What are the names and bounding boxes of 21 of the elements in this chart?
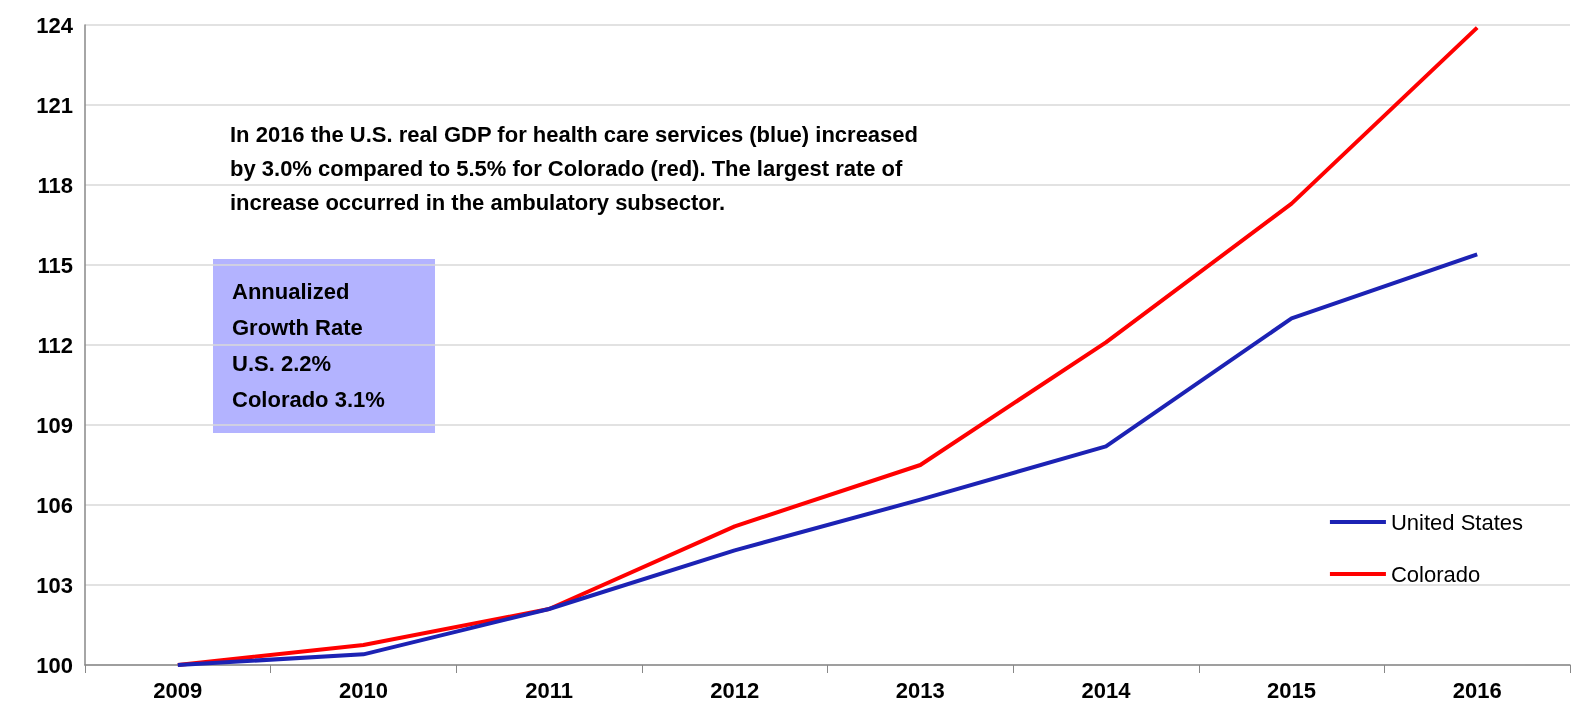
x-tick-label: 2009 (153, 677, 203, 703)
x-tick-label: 2015 (1267, 677, 1317, 703)
legend-label: United States (1390, 509, 1523, 535)
x-tick-label: 2010 (338, 677, 388, 703)
annotation: Annualized Growth Rate U.S. 2.2% Colorado 3.1% (232, 278, 385, 412)
y-tick-label: 121 (36, 92, 73, 118)
x-tick-label: 2012 (710, 677, 760, 703)
y-tick-label: 100 (36, 652, 73, 678)
y-tick-label: 115 (37, 252, 73, 278)
annotation: In 2016 the U.S. real GDP for health care services (blue) increased by 3.0% compared to 5.5% for Colorado (red). The largest rate of increase occurred in the ambulatory subsector. (230, 121, 919, 215)
x-tick-label: 2011 (525, 677, 573, 703)
legend-label: Colorado (1390, 561, 1481, 587)
y-tick-label: 118 (37, 172, 73, 198)
y-tick-label: 112 (37, 332, 73, 358)
x-tick-label: 2016 (1452, 677, 1502, 703)
y-tick-label: 109 (36, 412, 73, 438)
y-tick-label: 106 (36, 492, 73, 518)
x-tick-label: 2014 (1081, 677, 1132, 703)
x-tick-label: 2013 (895, 677, 945, 703)
y-tick-label: 124 (36, 12, 74, 38)
y-tick-label: 103 (36, 572, 73, 598)
